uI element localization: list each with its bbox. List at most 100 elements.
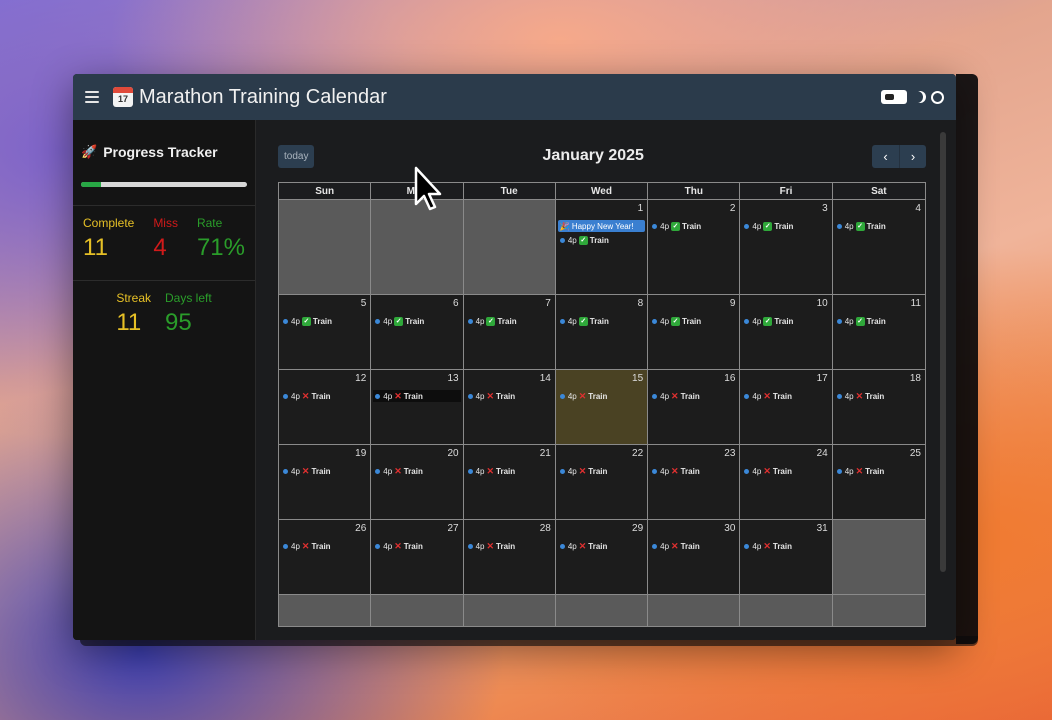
training-event[interactable]: 4p ✓ Train xyxy=(558,234,645,246)
day-number[interactable]: 31 xyxy=(816,523,828,534)
training-event[interactable]: 4p ✕ Train xyxy=(650,465,737,477)
day-number[interactable]: 26 xyxy=(355,523,367,534)
day-number[interactable]: 7 xyxy=(545,298,551,309)
training-event[interactable]: 4p ✕ Train xyxy=(558,540,645,552)
training-event[interactable]: 4p ✕ Train xyxy=(742,540,829,552)
day-cell-other-month[interactable] xyxy=(832,595,925,627)
day-cell-other-month[interactable] xyxy=(648,595,741,627)
day-cell-other-month[interactable] xyxy=(463,200,556,295)
training-event[interactable]: 4p ✕ Train xyxy=(835,465,923,477)
menu-icon[interactable] xyxy=(85,91,99,103)
training-event[interactable]: 4p ✓ Train xyxy=(281,315,368,327)
day-number[interactable]: 28 xyxy=(539,523,551,534)
holiday-event[interactable]: 🎉 Happy New Year! xyxy=(557,220,646,232)
day-number[interactable]: 3 xyxy=(822,203,828,214)
day-cell[interactable]: 14 4p ✕ Train xyxy=(463,370,556,445)
training-event[interactable]: 4p ✓ Train xyxy=(650,315,737,327)
day-cell[interactable]: 10 4p ✓ Train xyxy=(740,295,833,370)
day-number[interactable]: 24 xyxy=(816,448,828,459)
day-cell-other-month[interactable] xyxy=(279,200,372,295)
day-number[interactable]: 13 xyxy=(447,373,459,384)
training-event[interactable]: 4p ✓ Train xyxy=(650,220,737,232)
day-cell-other-month[interactable] xyxy=(371,200,464,295)
day-cell-other-month[interactable] xyxy=(463,595,556,627)
day-number[interactable]: 8 xyxy=(637,298,644,309)
day-cell[interactable]: 3 4p ✓ Train xyxy=(740,200,833,295)
day-cell[interactable]: 26 4p ✕ Train xyxy=(279,520,372,595)
training-event[interactable]: 4p ✕ Train xyxy=(281,390,368,402)
day-number[interactable]: 9 xyxy=(729,298,736,309)
today-button[interactable]: today xyxy=(278,144,315,168)
day-number[interactable]: 22 xyxy=(632,448,644,459)
day-number[interactable]: 5 xyxy=(360,298,367,309)
training-event[interactable]: 4p ✓ Train xyxy=(466,315,553,327)
scrollbar[interactable] xyxy=(940,132,946,572)
day-number[interactable]: 29 xyxy=(632,523,644,534)
day-cell-today[interactable]: 15 4p ✕ Train xyxy=(555,370,649,445)
day-cell[interactable]: 1 🎉 Happy New Year! 4p ✓ Train xyxy=(555,200,649,295)
training-event[interactable]: 4p ✕ Train xyxy=(558,465,645,477)
day-cell[interactable]: 21 4p ✕ Train xyxy=(463,445,556,520)
day-cell[interactable]: 18 4p ✕ Train xyxy=(832,370,925,445)
day-cell-other-month[interactable] xyxy=(832,520,925,595)
day-cell[interactable]: 13 4p ✕ Train xyxy=(371,370,464,445)
training-event[interactable]: 4p ✕ Train xyxy=(466,540,553,552)
day-cell-other-month[interactable] xyxy=(555,595,649,627)
training-event[interactable]: 4p ✕ Train xyxy=(650,390,737,402)
day-cell[interactable]: 23 4p ✕ Train xyxy=(648,445,741,520)
day-cell[interactable]: 11 4p ✓ Train xyxy=(832,295,925,370)
day-cell[interactable]: 25 4p ✕ Train xyxy=(832,445,925,520)
day-cell[interactable]: 30 4p ✕ Train xyxy=(648,520,741,595)
day-cell[interactable]: 24 4p ✕ Train xyxy=(740,445,833,520)
day-cell-other-month[interactable] xyxy=(740,595,833,627)
day-number[interactable]: 21 xyxy=(539,448,551,459)
training-event[interactable]: 4p ✓ Train xyxy=(835,315,923,327)
day-cell[interactable]: 2 4p ✓ Train xyxy=(648,200,741,295)
training-event[interactable]: 4p ✕ Train xyxy=(281,465,368,477)
day-cell[interactable]: 29 4p ✕ Train xyxy=(555,520,649,595)
day-cell[interactable]: 28 4p ✕ Train xyxy=(463,520,556,595)
day-number[interactable]: 4 xyxy=(915,203,921,214)
day-cell[interactable]: 8 4p ✓ Train xyxy=(555,295,649,370)
training-event[interactable]: 4p ✕ Train xyxy=(742,390,829,402)
training-event[interactable]: 4p ✕ Train xyxy=(466,390,553,402)
day-number[interactable]: 12 xyxy=(355,373,367,384)
day-cell[interactable]: 6 4p ✓ Train xyxy=(371,295,464,370)
day-number[interactable]: 16 xyxy=(724,373,736,384)
day-cell[interactable]: 19 4p ✕ Train xyxy=(279,445,372,520)
circle-icon[interactable] xyxy=(931,90,944,104)
day-number[interactable]: 18 xyxy=(909,373,921,384)
training-event[interactable]: 4p ✕ Train xyxy=(466,465,553,477)
training-event[interactable]: 4p ✕ Train xyxy=(373,390,461,402)
training-event[interactable]: 4p ✓ Train xyxy=(742,220,829,232)
training-event[interactable]: 4p ✓ Train xyxy=(373,315,460,327)
training-event[interactable]: 4p ✕ Train xyxy=(742,465,829,477)
day-cell-other-month[interactable] xyxy=(371,595,464,627)
day-number[interactable]: 25 xyxy=(909,448,921,459)
day-cell[interactable]: 7 4p ✓ Train xyxy=(463,295,556,370)
moon-icon[interactable] xyxy=(911,91,923,103)
training-event[interactable]: 4p ✓ Train xyxy=(558,315,645,327)
day-number[interactable]: 17 xyxy=(816,373,828,384)
day-number[interactable]: 19 xyxy=(355,448,367,459)
training-event[interactable]: 4p ✕ Train xyxy=(373,465,460,477)
day-number[interactable]: 6 xyxy=(453,298,459,309)
training-event[interactable]: 4p ✕ Train xyxy=(650,540,737,552)
day-cell[interactable]: 17 4p ✕ Train xyxy=(740,370,833,445)
day-cell[interactable]: 31 4p ✕ Train xyxy=(740,520,833,595)
day-cell-other-month[interactable] xyxy=(279,595,372,627)
day-cell[interactable]: 22 4p ✕ Train xyxy=(555,445,649,520)
day-cell[interactable]: 4 4p ✓ Train xyxy=(832,200,925,295)
day-cell[interactable]: 27 4p ✕ Train xyxy=(371,520,464,595)
theme-toggle[interactable] xyxy=(881,90,907,104)
day-number[interactable]: 1 xyxy=(637,203,644,214)
training-event[interactable]: 4p ✕ Train xyxy=(835,390,923,402)
day-number[interactable]: 15 xyxy=(632,373,644,384)
training-event[interactable]: 4p ✓ Train xyxy=(835,220,923,232)
day-cell[interactable]: 20 4p ✕ Train xyxy=(371,445,464,520)
day-number[interactable]: 11 xyxy=(910,298,921,309)
day-number[interactable]: 30 xyxy=(724,523,736,534)
day-cell[interactable]: 16 4p ✕ Train xyxy=(648,370,741,445)
day-number[interactable]: 23 xyxy=(724,448,736,459)
day-number[interactable]: 14 xyxy=(539,373,551,384)
